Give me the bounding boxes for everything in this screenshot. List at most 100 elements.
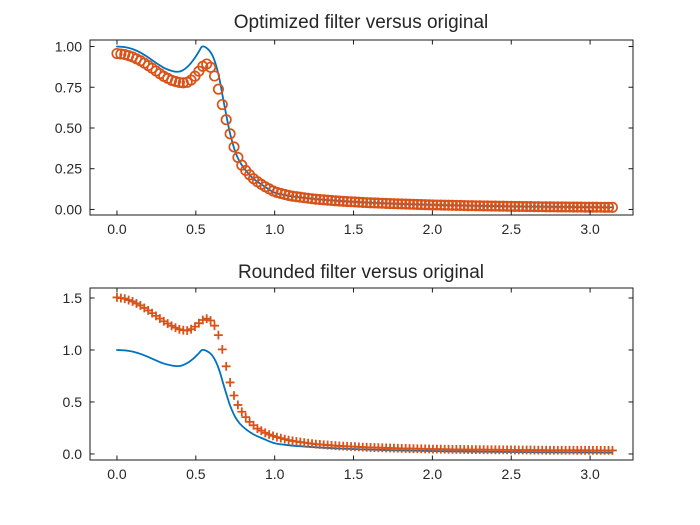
y-tick-label: 0.0	[63, 446, 83, 462]
circle-marker	[407, 198, 420, 210]
x-tick-label: 2.0	[423, 221, 443, 237]
plus-marker	[217, 344, 227, 354]
plus-marker	[206, 316, 215, 325]
circle-marker	[606, 201, 618, 213]
x-tick-label: 0.0	[107, 466, 127, 482]
circle-marker	[306, 193, 318, 205]
circle-marker	[454, 199, 466, 212]
circle-marker	[173, 76, 185, 89]
circle-marker	[439, 199, 451, 211]
circle-marker	[478, 200, 490, 212]
circle-marker	[205, 61, 217, 73]
circle-marker	[216, 98, 228, 111]
x-tick-label: 1.5	[344, 221, 364, 237]
y-tick-label: 0.75	[55, 79, 82, 95]
circle-marker	[353, 196, 365, 208]
circle-marker	[419, 199, 431, 211]
plus-marker	[608, 446, 617, 455]
circle-marker	[552, 201, 564, 213]
ticks-layer	[90, 40, 633, 215]
circle-marker	[489, 200, 501, 212]
plus-marker	[167, 321, 176, 331]
circle-marker	[470, 200, 482, 212]
circle-marker	[532, 201, 544, 213]
circle-marker	[458, 200, 470, 212]
circle-marker	[536, 201, 548, 213]
circle-marker	[341, 195, 353, 208]
circle-marker	[345, 196, 357, 208]
circle-marker	[318, 194, 330, 206]
circle-marker	[591, 201, 603, 213]
x-tick-label: 0.5	[186, 466, 206, 482]
circle-marker	[337, 195, 349, 207]
plus-marker	[233, 400, 243, 410]
circle-marker	[548, 201, 560, 213]
circle-marker	[380, 197, 392, 209]
bottom-plot-title: Rounded filter versus original	[238, 262, 484, 283]
circle-marker	[286, 190, 299, 202]
axes-spines	[89, 287, 634, 461]
plus-marker	[260, 428, 270, 438]
plus-marker	[264, 430, 274, 439]
circle-marker	[290, 191, 302, 203]
x-tick-label: 2.0	[423, 466, 443, 482]
plus-marker	[132, 299, 141, 308]
circle-marker	[450, 199, 462, 211]
y-tick-label: 1.00	[55, 39, 82, 55]
plus-marker	[171, 323, 180, 333]
plus-marker	[202, 314, 212, 324]
circle-marker	[517, 200, 529, 213]
circle-marker	[220, 114, 232, 126]
plus-marker	[268, 431, 278, 441]
x-tick-label: 2.5	[502, 221, 522, 237]
circle-marker	[298, 192, 310, 204]
circle-marker	[357, 196, 369, 208]
circle-marker	[322, 194, 334, 206]
circle-marker	[466, 200, 478, 212]
optimized-filter-response-markers	[111, 47, 618, 213]
y-tick-label: 0.5	[63, 394, 83, 410]
circle-marker	[392, 198, 404, 210]
circle-marker	[513, 200, 525, 213]
circle-marker	[446, 199, 459, 211]
plus-marker	[272, 432, 282, 442]
circle-marker	[224, 128, 236, 140]
top-plot-title: Optimized filter versus original	[234, 12, 488, 33]
circle-marker	[556, 201, 568, 213]
circle-marker	[111, 47, 123, 60]
circle-marker	[528, 201, 540, 213]
x-tick-label: 3.0	[580, 466, 600, 482]
axes-spines	[89, 39, 634, 216]
circle-marker	[599, 201, 611, 213]
circle-marker	[329, 195, 341, 207]
circle-marker	[283, 189, 295, 202]
circle-marker	[540, 201, 552, 213]
circle-marker	[431, 199, 443, 211]
circle-marker	[579, 201, 591, 213]
plus-marker	[221, 361, 231, 371]
x-tick-label: 2.5	[502, 466, 522, 482]
x-tick-label: 1.0	[265, 221, 285, 237]
original-filter-response-line	[116, 348, 614, 454]
circle-marker	[501, 200, 513, 212]
circle-marker	[333, 195, 345, 207]
plus-marker	[280, 434, 290, 444]
plus-marker	[225, 378, 235, 387]
circle-marker	[435, 199, 447, 211]
plus-marker	[276, 433, 286, 443]
circle-marker	[208, 70, 221, 82]
circle-marker	[404, 198, 416, 210]
plus-marker	[237, 407, 247, 417]
y-tick-label: 1.5	[63, 290, 83, 306]
circle-marker	[384, 197, 396, 210]
plus-marker	[120, 294, 130, 304]
original-filter-response-line	[116, 45, 614, 209]
y-tick-label: 1.0	[63, 342, 83, 358]
rounded-vs-original-axes: 0.0 0.5 1.0 1.5 2.0 2.5 3.0 0.0 0.5 1.0 1.5	[63, 287, 634, 482]
circle-marker	[427, 199, 439, 211]
circle-marker	[571, 201, 583, 213]
circle-marker	[364, 197, 377, 209]
circle-marker	[314, 193, 326, 206]
